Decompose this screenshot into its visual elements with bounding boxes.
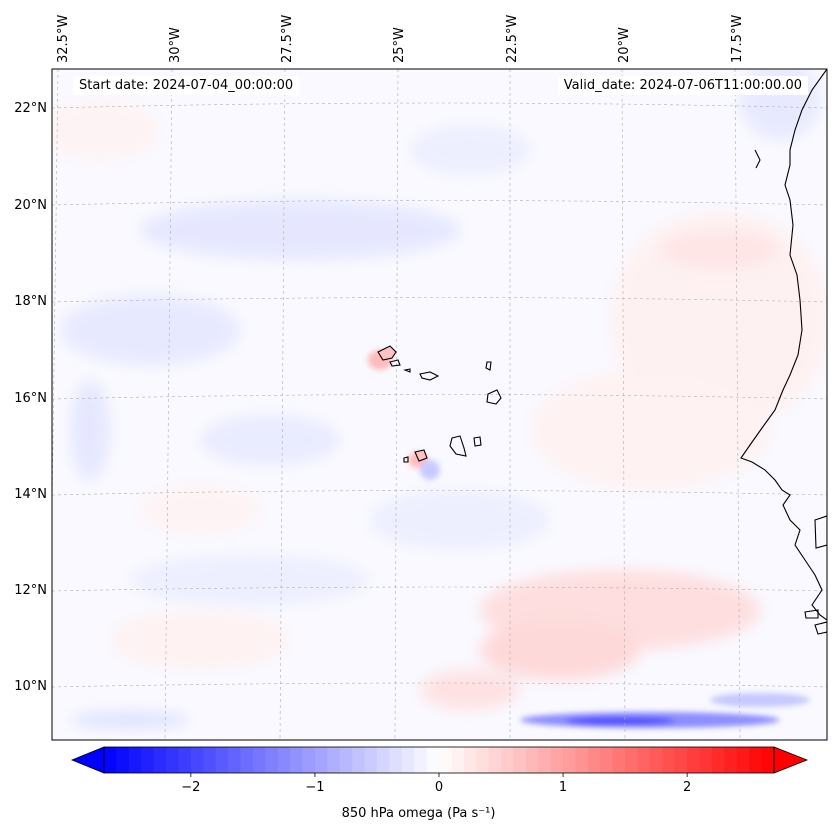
colorbar-bin — [724, 747, 738, 773]
start-date-label: Start date: 2024-07-04_00:00:00 — [73, 76, 300, 95]
colorbar-bin — [314, 747, 328, 773]
colorbar-bin — [116, 747, 130, 773]
lon-label: 27.5°W — [280, 15, 295, 63]
colorbar-bin — [426, 747, 440, 773]
lat-label: 22°N — [14, 101, 47, 116]
colorbar-extend-low — [70, 746, 105, 774]
colorbar-bin — [501, 747, 514, 773]
colorbar-bin — [228, 747, 241, 773]
colorbar-bin — [401, 747, 415, 773]
colorbar-bin — [389, 747, 403, 773]
colorbar-bin — [376, 747, 390, 773]
valid-date-label: Valid_date: 2024-07-06T11:00:00.00 — [557, 76, 808, 95]
colorbar-bin — [265, 747, 279, 773]
lat-label: 16°N — [14, 391, 47, 406]
colorbar-bin — [575, 747, 589, 773]
colorbar-title: 850 hPa omega (Pa s⁻¹) — [341, 806, 496, 821]
longitude-labels: 32.5°W 30°W 27.5°W 25°W 22.5°W 20°W 17.5… — [56, 15, 745, 63]
colorbar-bin — [637, 747, 651, 773]
colorbar-bin — [488, 747, 502, 773]
colorbar-bin — [302, 747, 316, 773]
colorbar-bin — [476, 747, 490, 773]
colorbar-bin — [414, 747, 427, 773]
colorbar-bin — [612, 747, 626, 773]
colorbar-bin — [736, 747, 750, 773]
colorbar-bin — [141, 747, 155, 773]
colorbar-ticks: −2 −1 0 1 2 — [181, 773, 691, 795]
map-frame — [51, 68, 828, 741]
colorbar-bin — [439, 747, 452, 773]
colorbar-bin — [352, 747, 365, 773]
colorbar-bin — [178, 747, 192, 773]
colorbar-tick-label: −2 — [181, 780, 200, 795]
lat-label: 12°N — [14, 583, 47, 598]
colorbar-bin — [364, 747, 378, 773]
latitude-labels: 22°N 20°N 18°N 16°N 14°N 12°N 10°N — [14, 101, 47, 694]
colorbar-bin — [190, 747, 204, 773]
lon-label: 20°W — [617, 27, 632, 63]
colorbar-bin — [290, 747, 303, 773]
lat-label: 14°N — [14, 487, 47, 502]
lat-label: 18°N — [14, 294, 47, 309]
colorbar-bin — [625, 747, 638, 773]
lat-label: 10°N — [14, 679, 47, 694]
colorbar-tick-label: 2 — [683, 780, 691, 795]
colorbar-bin — [563, 747, 576, 773]
colorbar-extend-high — [773, 746, 809, 774]
colorbar-bin — [203, 747, 217, 773]
colorbar-bin — [128, 747, 142, 773]
colorbar-bin — [277, 747, 291, 773]
colorbar-bin — [600, 747, 614, 773]
colorbar-bins — [104, 747, 775, 773]
colorbar-bin — [463, 747, 477, 773]
colorbar-bin — [550, 747, 564, 773]
colorbar-bin — [699, 747, 713, 773]
colorbar-bin — [538, 747, 552, 773]
colorbar-tick-label: 0 — [435, 780, 443, 795]
colorbar-bin — [587, 747, 601, 773]
lon-label: 32.5°W — [56, 15, 71, 63]
colorbar-bin — [649, 747, 663, 773]
gridlines — [52, 69, 827, 740]
lon-label: 17.5°W — [730, 15, 745, 63]
colorbar-bin — [711, 747, 725, 773]
colorbar-bin — [339, 747, 353, 773]
lon-label: 25°W — [392, 27, 407, 63]
colorbar-bin — [252, 747, 266, 773]
colorbar-bin — [674, 747, 688, 773]
colorbar-bin — [451, 747, 465, 773]
colorbar-bin — [327, 747, 341, 773]
lon-label: 30°W — [168, 27, 183, 63]
colorbar-tick-label: 1 — [559, 780, 567, 795]
colorbar-tick-label: −1 — [305, 780, 324, 795]
coastlines — [377, 69, 827, 635]
colorbar-bin — [240, 747, 254, 773]
colorbar-bin — [662, 747, 676, 773]
lat-label: 20°N — [14, 198, 47, 213]
colorbar-bin — [104, 747, 117, 773]
colorbar-bin — [215, 747, 229, 773]
colorbar-bin — [513, 747, 527, 773]
colorbar-bin — [525, 747, 539, 773]
lon-label: 22.5°W — [505, 15, 520, 63]
colorbar-bin — [761, 747, 775, 773]
colorbar: −2 −1 0 1 2 — [70, 746, 809, 795]
omega-field — [52, 69, 827, 728]
colorbar-bin — [166, 747, 179, 773]
colorbar-bin — [687, 747, 700, 773]
colorbar-bin — [749, 747, 762, 773]
colorbar-bin — [153, 747, 167, 773]
